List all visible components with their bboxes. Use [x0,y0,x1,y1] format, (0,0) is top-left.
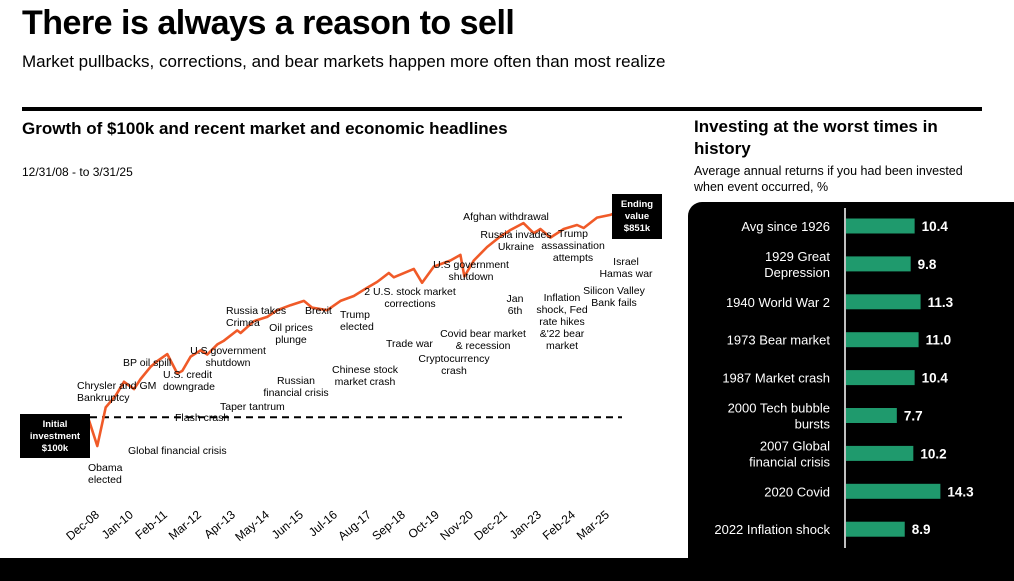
event-annotation: U.S government shutdown [433,259,509,283]
event-annotation: Covid bear market & recession [440,328,526,352]
event-annotation: Trade war [386,338,433,350]
bar-category-label: 2007 Global financial crisis [749,438,830,469]
event-annotation: U.S government shutdown [190,345,266,369]
event-annotation: Trump assassination attempts [541,228,605,264]
initial-investment-box-text: $100k [42,443,69,454]
bar [846,408,897,423]
footer-bar [0,558,1014,581]
bar-category-label: 1973 Bear market [727,333,831,348]
bar-value-label: 11.3 [928,295,954,310]
bar-value-label: 10.4 [922,371,949,386]
event-annotation: Obama elected [88,462,123,486]
bar-category-label: 2000 Tech bubble bursts [728,401,831,432]
bar-category-label: 1940 World War 2 [726,295,830,310]
bar [846,370,915,386]
bar [846,483,941,499]
event-annotation: Afghan withdrawal [463,211,549,223]
event-annotation: Flash crash [175,412,229,424]
event-annotation: Global financial crisis [128,445,227,457]
initial-investment-box-text: Initial [43,419,68,430]
event-annotation: Russia invades Ukraine [480,229,551,253]
bar-category-label: 2022 Inflation shock [714,522,830,537]
line-chart-date-range: 12/31/08 - to 3/31/25 [22,165,133,179]
bar-value-label: 10.2 [920,446,946,461]
bar [846,445,914,461]
ending-value-box-bg [612,194,662,239]
event-annotation: Cryptocurrency crash [418,353,490,377]
event-annotation: Trump elected [340,309,374,333]
line-chart-title: Growth of $100k and recent market and ec… [22,119,508,138]
bar [846,332,919,348]
event-annotation: Taper tantrum [220,401,285,413]
bar-value-label: 7.7 [904,409,923,424]
event-annotation: Chinese stock market crash [332,364,399,388]
event-annotation: BP oil spill [123,357,171,369]
event-annotation: Brexit [305,305,332,317]
bar-value-label: 9.8 [918,257,937,272]
event-annotation: Israel Hamas war [599,256,653,280]
bar-category-label: 1987 Market crash [722,371,830,386]
event-annotation: Chrysler and GM Bankruptcy [77,380,156,404]
initial-investment-box-text: investment [30,431,81,442]
event-annotation: Jan 6th [507,293,524,317]
event-annotation: Russian financial crisis [263,375,328,399]
bar-category-label: 2020 Covid [764,484,830,499]
bar-chart-subtitle: Average annual returns if you had been i… [694,164,963,194]
bar [846,218,915,234]
growth-line-chart: Dec-08Jan-10Feb-11Mar-12Apr-13May-14Jun-… [20,194,662,544]
bar [846,521,905,537]
bar-value-label: 11.0 [926,333,952,348]
page-subtitle: Market pullbacks, corrections, and bear … [22,52,666,71]
ending-value-box-text: value [625,211,649,222]
ending-value-box-text: $851k [624,223,651,234]
event-annotation: Russia takes Crimea [226,305,286,329]
event-annotation: Silicon Valley Bank fails [583,285,645,309]
divider [22,107,982,111]
event-annotation: Inflation shock, Fed rate hikes &'22 bear ma… [536,292,588,352]
bar-value-label: 10.4 [922,219,949,234]
bar [846,256,911,272]
event-annotation: 2 U.S. stock market corrections [364,286,456,310]
page-title: There is always a reason to sell [22,4,515,42]
initial-investment-box-bg [20,414,90,458]
event-annotation: U.S. credit downgrade [163,369,215,393]
growth-series-line [86,207,633,448]
bar-chart-title: Investing at the worst times in history [694,117,938,158]
bar-category-label: Avg since 1926 [741,219,830,234]
bar-value-label: 8.9 [912,522,931,537]
bar [846,294,921,310]
bar-category-label: 1929 Great Depression [764,249,830,280]
event-annotation: Oil prices plunge [269,322,313,346]
bar-value-label: 14.3 [947,484,974,499]
ending-value-box-text: Ending [621,199,653,210]
